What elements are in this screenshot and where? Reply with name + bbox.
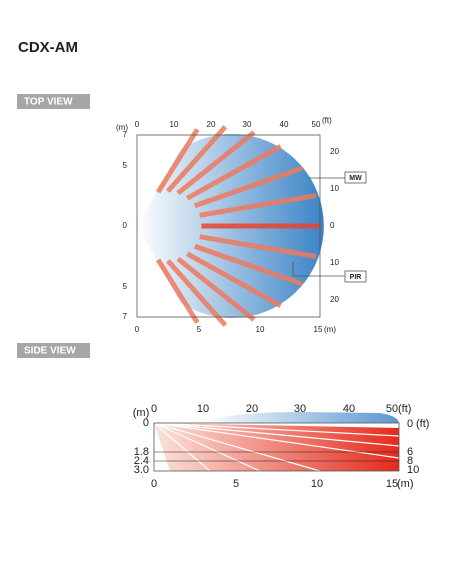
tick-label: 7 bbox=[123, 130, 128, 139]
callout-box bbox=[344, 270, 367, 283]
pir-beam bbox=[193, 243, 303, 287]
unit: (ft) bbox=[416, 418, 429, 430]
title: CDX-AM bbox=[18, 39, 78, 56]
beam-edge bbox=[153, 422, 211, 472]
unit: (ft) bbox=[398, 403, 411, 415]
tick-label: 0 bbox=[151, 478, 157, 490]
tick-label: 1.8 bbox=[134, 446, 149, 458]
unit: (m) bbox=[324, 325, 336, 334]
section-tag bbox=[17, 94, 90, 109]
pir-beam bbox=[186, 144, 282, 201]
plot-frame bbox=[153, 422, 400, 472]
tick-label: 20 bbox=[330, 295, 339, 304]
beam-edge bbox=[153, 422, 321, 472]
tick-label: 0 bbox=[151, 403, 157, 415]
pir-beam bbox=[176, 130, 256, 196]
tick-label: 15 bbox=[386, 478, 398, 490]
tick-label: 10 bbox=[311, 478, 323, 490]
tick-label: 10 bbox=[330, 184, 339, 193]
tick-label: 40 bbox=[343, 403, 355, 415]
tick-label: 0 bbox=[407, 418, 413, 430]
tick-label: 0 bbox=[123, 221, 128, 230]
unit: (ft) bbox=[322, 116, 332, 125]
pir-beam bbox=[199, 193, 317, 218]
tick-label: 8 bbox=[407, 455, 413, 467]
tick-label: 20 bbox=[330, 147, 339, 156]
section-label: SIDE VIEW bbox=[24, 346, 76, 357]
tick-label: 15 bbox=[314, 325, 323, 334]
pir-beam bbox=[186, 251, 282, 308]
tick-label: 6 bbox=[407, 446, 413, 458]
tick-label: 50 bbox=[386, 403, 398, 415]
tick-label: 7 bbox=[123, 312, 128, 321]
unit: (m) bbox=[397, 478, 414, 490]
tick-label: 5 bbox=[197, 325, 202, 334]
tick-label: 10 bbox=[256, 325, 265, 334]
tick-label: 3.0 bbox=[134, 464, 149, 476]
unit: (m) bbox=[133, 407, 150, 419]
tick-label: 40 bbox=[280, 120, 289, 129]
tick-label: 50 bbox=[312, 120, 321, 129]
tick-label: 0 bbox=[330, 221, 335, 230]
pir-beam bbox=[166, 259, 228, 327]
tick-label: 10 bbox=[407, 464, 419, 476]
tick-label: 10 bbox=[197, 403, 209, 415]
tick-label: 20 bbox=[246, 403, 258, 415]
tick-label: 0 bbox=[135, 325, 140, 334]
plot-frame bbox=[136, 134, 321, 318]
beam-edge bbox=[153, 422, 400, 437]
callout-line bbox=[292, 262, 345, 277]
section-label: TOP VIEW bbox=[24, 97, 73, 108]
callout-box bbox=[344, 171, 367, 184]
tick-label: 2.4 bbox=[134, 455, 149, 467]
tick-label: 10 bbox=[330, 258, 339, 267]
tick-label: 5 bbox=[233, 478, 239, 490]
tick-label: 5 bbox=[123, 282, 128, 291]
pir-beam bbox=[166, 125, 228, 193]
pir-beam bbox=[155, 258, 200, 324]
tick-label: 20 bbox=[207, 120, 216, 129]
pir-beam bbox=[176, 256, 256, 322]
pir-beam bbox=[155, 128, 200, 194]
tick-label: 0 bbox=[135, 120, 140, 129]
pir-beam bbox=[193, 165, 303, 209]
pir-beam bbox=[199, 234, 317, 259]
callout: MW bbox=[349, 175, 362, 182]
pir-zone bbox=[154, 423, 399, 471]
tick-label: 30 bbox=[243, 120, 252, 129]
beam-edge bbox=[153, 422, 261, 472]
tick-label: 0 bbox=[143, 417, 149, 429]
callout: PIR bbox=[350, 274, 362, 281]
section-tag bbox=[17, 343, 90, 358]
tick-label: 10 bbox=[170, 120, 179, 129]
unit: (m) bbox=[116, 123, 128, 132]
tick-label: 5 bbox=[123, 161, 128, 170]
beam-edge bbox=[153, 422, 400, 447]
tick-label: 30 bbox=[294, 403, 306, 415]
mw-zone bbox=[200, 412, 399, 423]
